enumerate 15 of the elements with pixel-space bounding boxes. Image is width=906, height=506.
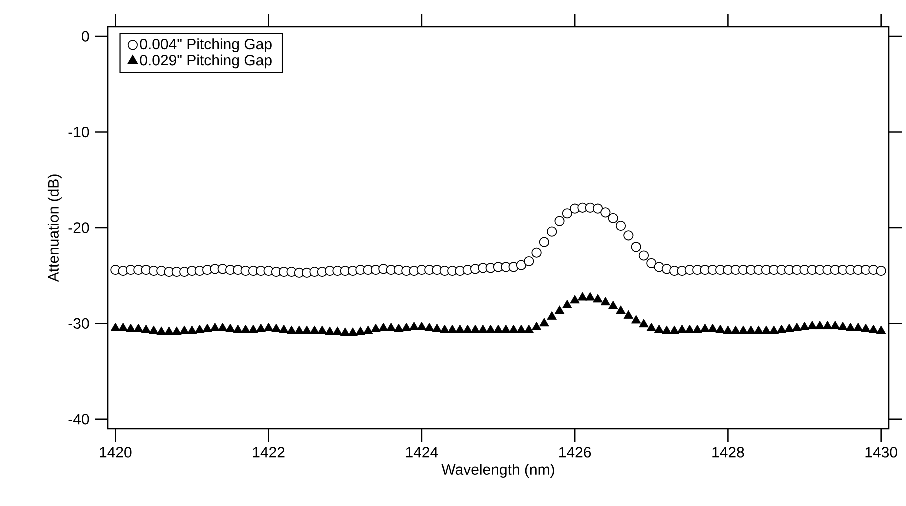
y-tick-label: -10 <box>68 126 90 138</box>
y-tick-label: 0 <box>82 31 90 42</box>
x-tick-label: 1428 <box>712 447 744 458</box>
x-tick-label: 1420 <box>100 447 132 458</box>
x-tick-label: 1426 <box>560 447 592 458</box>
x-tick-label: 1424 <box>406 447 438 458</box>
legend-label: 0.029" Pitching Gap <box>140 54 272 69</box>
x-axis-title: Wavelength (nm) <box>442 464 554 478</box>
y-tick-label: -30 <box>68 318 90 330</box>
y-tick-label: -40 <box>68 414 90 425</box>
x-tick-label: 1430 <box>866 447 898 458</box>
x-tick-label: 1422 <box>253 447 285 458</box>
y-axis-title: Attenuation (dB) <box>48 174 62 282</box>
y-tick-label: -20 <box>68 222 90 234</box>
legend-label: 0.004" Pitching Gap <box>140 38 272 53</box>
